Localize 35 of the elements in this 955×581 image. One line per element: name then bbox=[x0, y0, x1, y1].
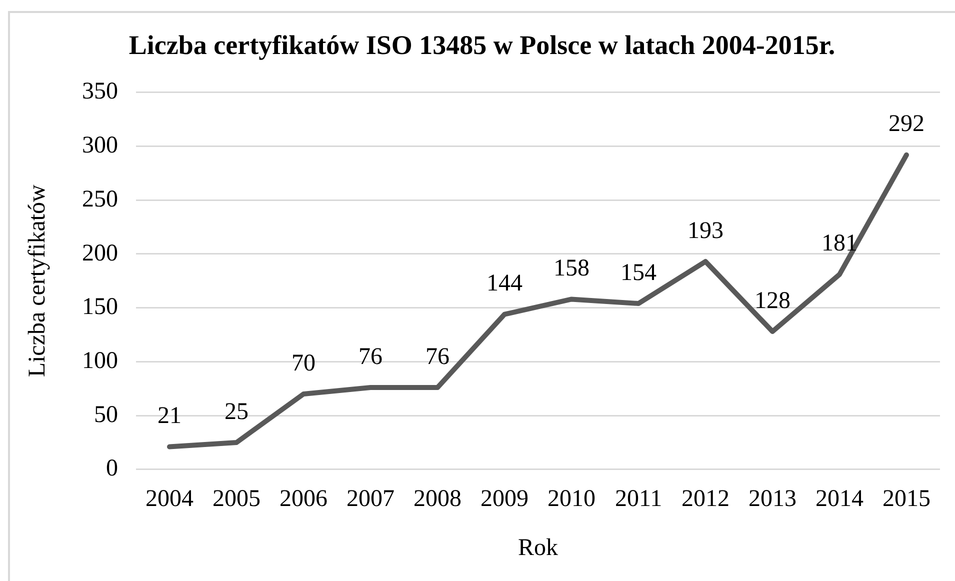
data-label: 292 bbox=[888, 111, 924, 138]
data-label: 70 bbox=[292, 350, 316, 376]
y-tick-label: 50 bbox=[94, 402, 118, 428]
y-tick-label: 100 bbox=[82, 348, 118, 374]
x-tick-label: 2008 bbox=[414, 486, 462, 512]
x-tick-label: 2006 bbox=[280, 486, 328, 512]
data-label: 144 bbox=[486, 270, 522, 297]
data-label: 181 bbox=[822, 230, 858, 257]
x-tick-label: 2012 bbox=[682, 486, 730, 512]
x-tick-label: 2010 bbox=[548, 486, 596, 512]
y-tick-label: 150 bbox=[82, 294, 118, 320]
data-label: 76 bbox=[426, 344, 450, 370]
x-axis-title: Rok bbox=[518, 534, 558, 561]
x-tick-label: 2004 bbox=[146, 486, 194, 512]
x-tick-label: 2005 bbox=[212, 486, 260, 512]
data-label: 158 bbox=[554, 256, 590, 282]
y-tick-label: 350 bbox=[82, 78, 118, 105]
y-tick-label: 250 bbox=[82, 186, 118, 212]
x-tick-label: 2007 bbox=[346, 486, 394, 512]
data-label: 76 bbox=[358, 344, 382, 370]
x-tick-label: 2009 bbox=[480, 486, 528, 512]
chart-title: Liczba certyfikatów ISO 13485 w Polsce w latach 2004-2015r. bbox=[128, 30, 836, 60]
x-tick-label: 2015 bbox=[882, 486, 930, 512]
data-label: 128 bbox=[754, 288, 790, 314]
x-tick-label: 2013 bbox=[748, 486, 796, 512]
data-label: 154 bbox=[620, 260, 656, 286]
y-axis-title: Liczba certyfikatów bbox=[24, 184, 51, 378]
data-label: 25 bbox=[224, 398, 248, 425]
x-tick-label: 2014 bbox=[816, 486, 864, 512]
data-label: 193 bbox=[688, 218, 724, 244]
y-tick-label: 0 bbox=[106, 456, 118, 482]
y-tick-label: 200 bbox=[82, 240, 118, 266]
y-tick-label: 300 bbox=[82, 132, 118, 159]
data-label: 21 bbox=[158, 403, 182, 430]
x-tick-label: 2011 bbox=[614, 486, 662, 512]
